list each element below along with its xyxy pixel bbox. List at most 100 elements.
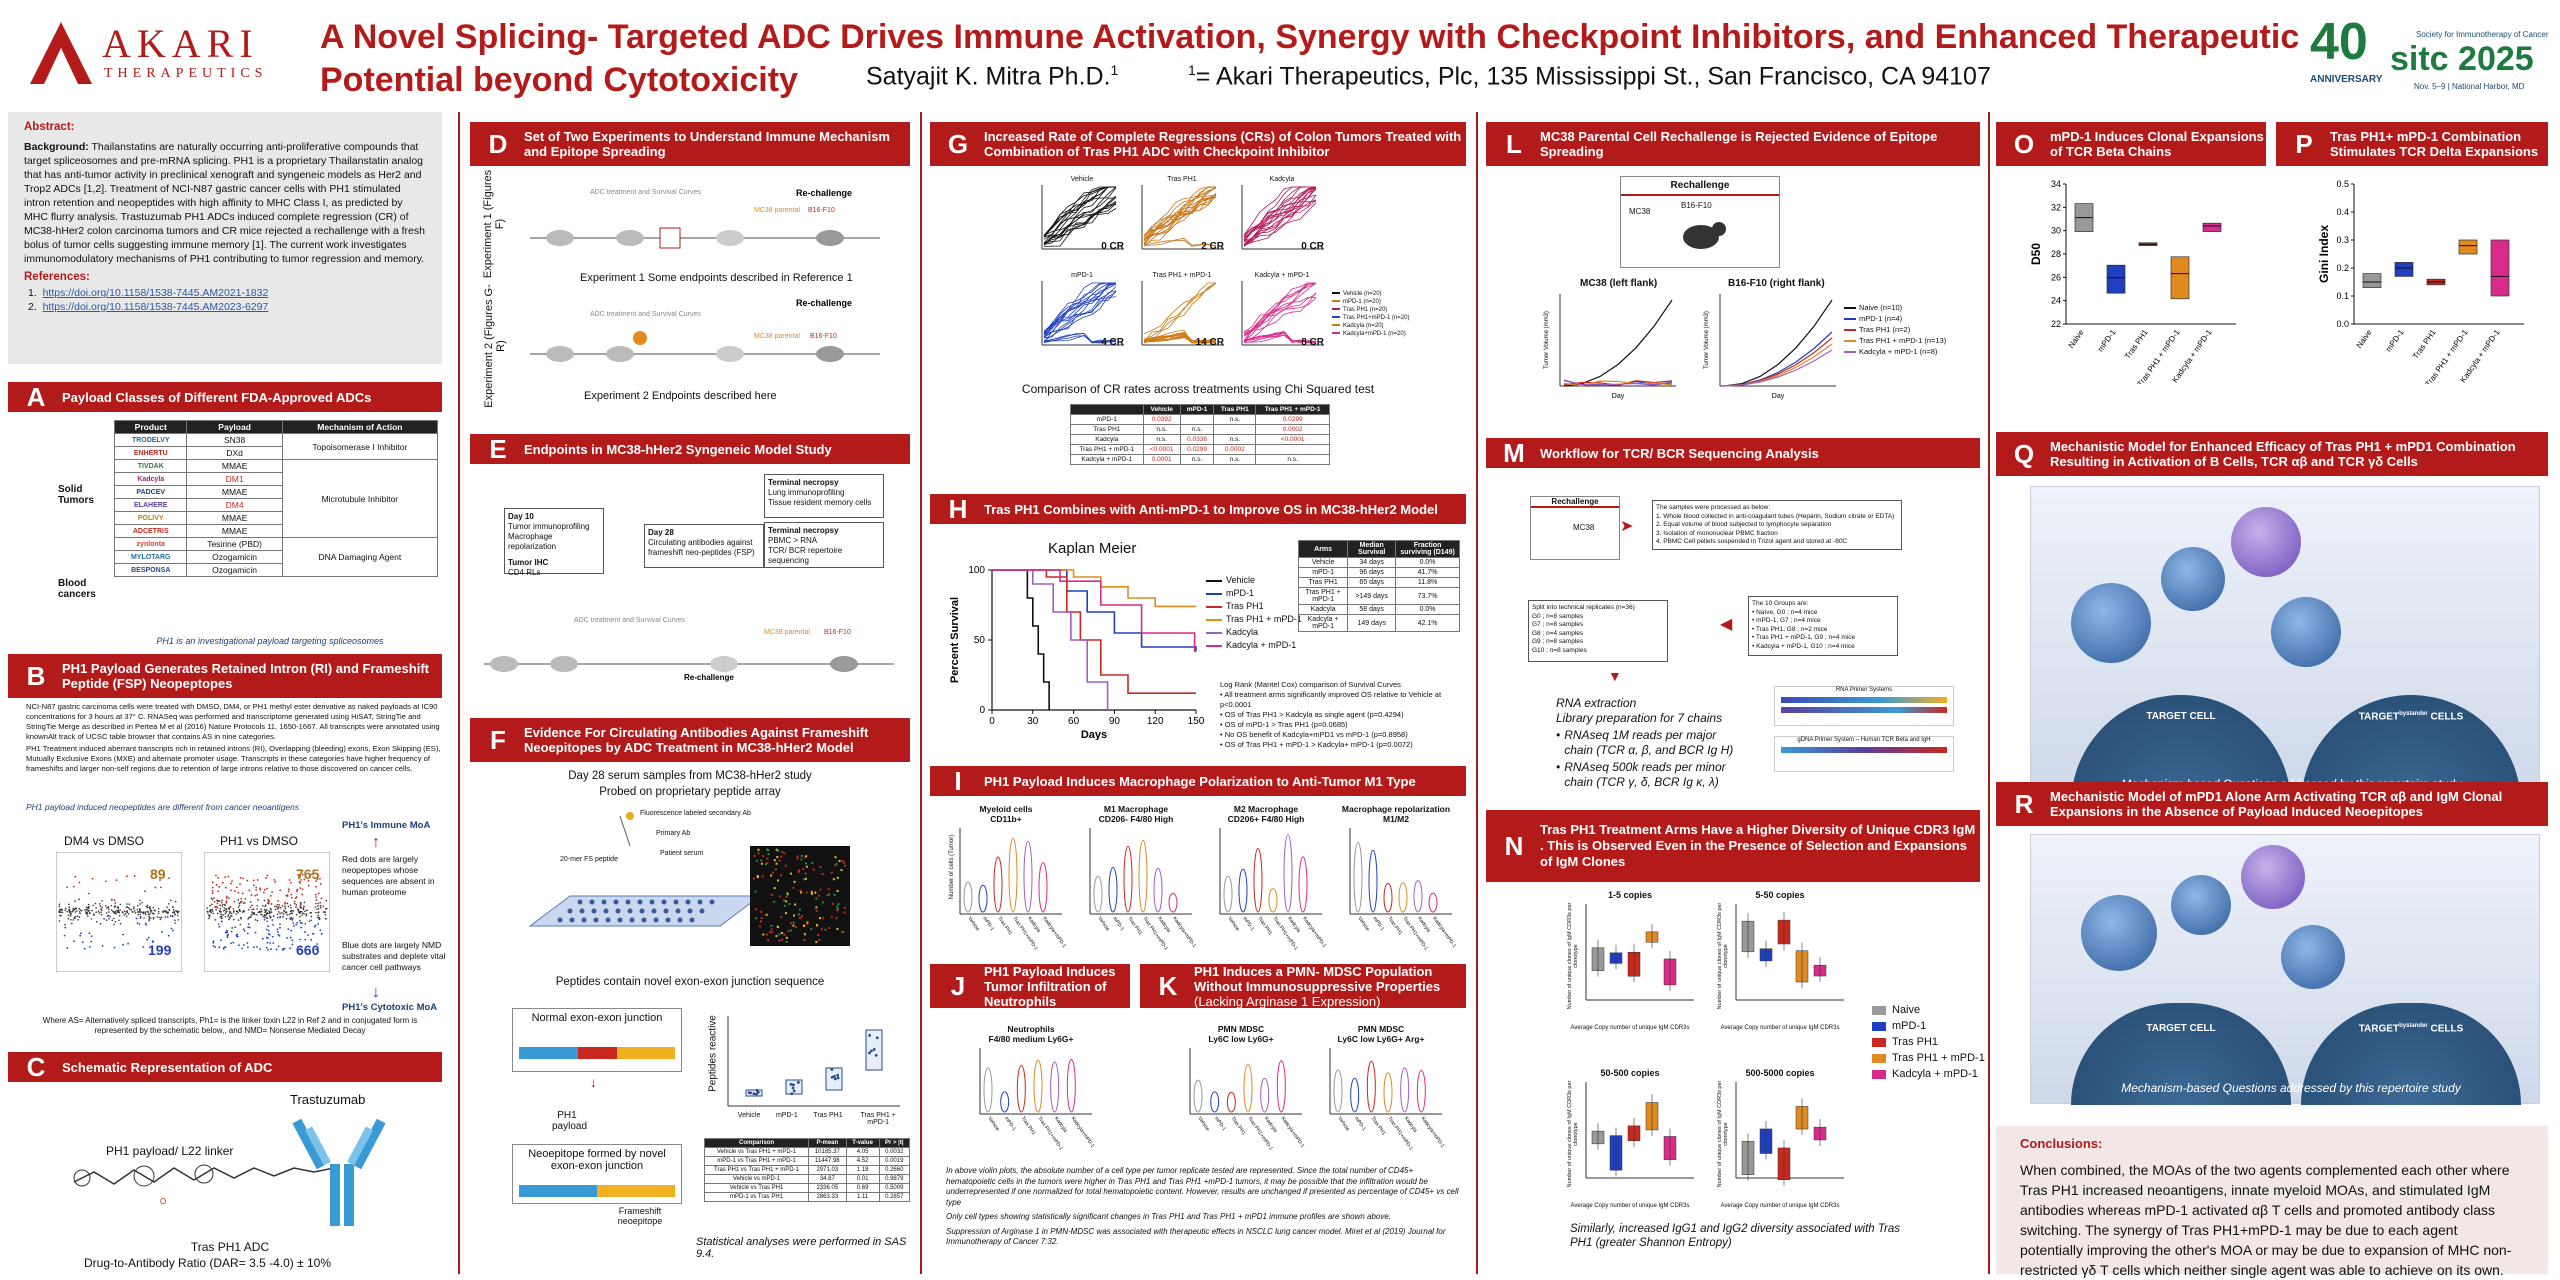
logo-subtext: THERAPEUTICS xyxy=(104,66,268,81)
sitc-society: Society for Immunotherapy of Cancer xyxy=(2416,30,2549,39)
svg-text:Tras PH1: Tras PH1 xyxy=(1370,1116,1387,1137)
km-ytick: 0 xyxy=(979,705,985,716)
g-legend: Vehicle (n=20) mPD-1 (n=20) Tras PH1 (n=20… xyxy=(1332,290,1409,338)
violin-title: Myeloid cells CD11b+ xyxy=(979,804,1033,824)
payload-label: PH1 payload xyxy=(552,1110,588,1132)
dc-cell-icon xyxy=(2231,507,2301,577)
panel-g-caption: Comparison of CR rates across treatments… xyxy=(1021,382,1375,396)
g-plot-title: Tras PH1 + mPD-1 xyxy=(1152,272,1212,279)
abstract-heading: Abstract: xyxy=(24,121,75,133)
svg-text:Vehicle: Vehicle xyxy=(966,916,980,933)
svg-text:Vehicle: Vehicle xyxy=(1336,1116,1350,1133)
rechallenge-diagram: Rechallenge MC38 B16-F10 xyxy=(1620,176,1780,268)
reference-1[interactable]: 1. https://doi.org/10.1158/1538-7445.AM2… xyxy=(28,287,269,299)
violin-plot: Macrophage repolarization M1/M2 Vehicle mPD… xyxy=(1336,804,1457,954)
panel-g-tumor-growth: Vehicle 0 CR Tras PH1 2 CR Kadcyla 0 CR mPD-1 4… xyxy=(1036,176,1436,368)
km-ytick: 50 xyxy=(974,635,986,646)
svg-text:Kadcyla: Kadcyla xyxy=(1156,916,1171,934)
n-ylabel: Number of unique clones of IgM CDR3s per… xyxy=(1717,1080,1729,1188)
conclusions-text: When combined, the MOAs of the two agent… xyxy=(2020,1162,2512,1278)
solid-tumors-label: Solid Tumors xyxy=(58,484,94,506)
km-legend-item: mPD-1 xyxy=(1206,587,1302,600)
sas-note: Statistical analyses were performed in S… xyxy=(696,1236,907,1260)
section-b-header: B PH1 Payload Generates Retained Intron (… xyxy=(8,654,442,698)
svg-text:Kadcyla: Kadcyla xyxy=(1263,1116,1278,1134)
km-survival-table: Arms Median Survival Fraction surviving (D… xyxy=(1297,540,1460,632)
g-cr-count: 8 CR xyxy=(1301,337,1324,348)
panel-f-caption-2: Probed on proprietary peptide array xyxy=(599,786,781,798)
svg-text:mPD-1: mPD-1 xyxy=(1241,916,1255,932)
adc-schematic: O xyxy=(73,1118,386,1226)
dm4-up-count: 89 xyxy=(150,866,166,882)
n-ylabel: Number of unique clones of IgM CDR3s per… xyxy=(1567,902,1579,1010)
violin-title: M1 Macrophage CD206- F4/80 High xyxy=(1098,804,1174,824)
svg-text:Naive: Naive xyxy=(2067,328,2086,350)
reference-2[interactable]: 2. https://doi.org/10.1158/1538-7445.AM2… xyxy=(28,301,269,313)
m-groups: The 10 Groups are: • Naïve, G0 ; n=4 mic… xyxy=(1748,596,1898,656)
panel-b-footnote: Where AS= Alternatively spliced transcri… xyxy=(42,1016,418,1035)
secondary-ab-label: Fluorescence labeled secondary Ab xyxy=(640,810,751,817)
panel-a-note: PH1 is an investigational payload target… xyxy=(156,636,384,646)
m-arrow-icon-2: ◀ xyxy=(1720,616,1733,633)
km-ytick: 100 xyxy=(968,565,985,576)
r-dc-cell-icon xyxy=(2241,845,2305,909)
m-rechallenge-box: Rechallenge MC38 xyxy=(1530,496,1620,560)
svg-text:Tumor Volume (mm3): Tumor Volume (mm3) xyxy=(1544,311,1550,369)
svg-text:0.3: 0.3 xyxy=(2336,235,2349,245)
mouse-icon xyxy=(1683,222,1726,249)
endpoint-terminal-lung: Terminal necropsy Lung immunoprofiling Ti… xyxy=(764,474,884,518)
m-processing-steps: The samples were processed as below: 1. … xyxy=(1652,500,1902,550)
m-mc38-label: MC38 xyxy=(1573,523,1595,532)
svg-text:Vehicle: Vehicle xyxy=(1196,1116,1210,1133)
m-arrow-icon: ➤ xyxy=(1620,518,1634,535)
svg-text:Kadcyla+mPD-1: Kadcyla+mPD-1 xyxy=(1041,916,1066,949)
adc-name: Tras PH1 ADC xyxy=(190,1240,270,1254)
n-xlabel: Average Copy number of unique IgM CDR3s xyxy=(1570,1025,1690,1031)
n-legend-item: Kadcyla + mPD-1 xyxy=(1872,1068,1985,1080)
section-j-header: J PH1 Payload Induces Tumor Infiltration … xyxy=(930,964,1130,1009)
n-plot-title: 5-50 copies xyxy=(1755,890,1805,900)
ph1-up-count: 765 xyxy=(296,866,320,882)
peptide-reactivity-chart xyxy=(727,1016,900,1107)
down-arrow-icon: ↓ xyxy=(372,984,380,1001)
neo-junction-title: Neoepitope formed by novel exon-exon jun… xyxy=(528,1148,666,1172)
svg-text:mPD-1: mPD-1 xyxy=(1353,1116,1367,1132)
lplot2-title: B16-F10 (right flank) xyxy=(1728,278,1825,289)
svg-text:Kadcyla+mPD-1: Kadcyla+mPD-1 xyxy=(1171,916,1196,949)
panel-b-subhead: PH1 payload induced neopeptides are diff… xyxy=(26,802,300,812)
svg-text:Day: Day xyxy=(1772,393,1785,400)
svg-text:26: 26 xyxy=(2051,272,2061,282)
normal-junction-title: Normal exon-exon junction xyxy=(531,1012,663,1024)
l-legend-item: mPD-1 (n=4) xyxy=(1844,313,1946,324)
l-legend-item: Tras PH1 + mPD-1 (n=13) xyxy=(1844,335,1946,346)
n-boxplot: 500-5000 copies Average Copy number of un… xyxy=(1710,1068,1850,1228)
n-plot-title: 50-500 copies xyxy=(1600,1068,1660,1078)
violin-plot: PMN MDSC Ly6C low Ly6G+ Vehicle mPD-1 Tras P… xyxy=(1176,1024,1306,1154)
panel-jk-notes: In above violin plots, the absolute numb… xyxy=(946,1166,1459,1246)
km-note: • No OS benefit of Kadcyla+mPD1 vs mPD-1… xyxy=(1220,730,1408,739)
svg-text:ADC treatment and Survival Cur: ADC treatment and Survival Curves xyxy=(590,189,701,196)
violin-title: Neutrophils F4/80 medium Ly6G+ xyxy=(988,1024,1074,1044)
km-notes: Log Rank (Mantel Cox) comparison of Surv… xyxy=(1220,680,1466,750)
panel-f-stats-table: Comparison P-mean T-value Pr > |t| Vehicle v… xyxy=(704,1138,910,1202)
g-cr-count: 0 CR xyxy=(1301,241,1324,252)
g-legend-item: Vehicle (n=20) xyxy=(1332,290,1409,298)
svg-text:Day: Day xyxy=(1612,393,1625,400)
km-xtick: 30 xyxy=(1027,716,1039,727)
svg-text:Tras PH1: Tras PH1 xyxy=(1256,916,1273,937)
km-xtick: 90 xyxy=(1109,716,1121,727)
violin-title: Macrophage repolarization M1/M2 xyxy=(1341,804,1451,824)
n-ylabel: Number of unique clones of IgM CDR3s per… xyxy=(1717,902,1729,1010)
section-q-header: Q Mechanistic Model for Enhanced Efficacy… xyxy=(1996,432,2548,476)
svg-text:Kadcyla: Kadcyla xyxy=(1053,1116,1068,1134)
km-xlabel: Days xyxy=(1081,729,1107,740)
svg-text:B16-F10: B16-F10 xyxy=(824,629,851,636)
t-cell-icon xyxy=(2161,547,2225,611)
panel-n-charts: 1-5 copies Average Copy number of unique … xyxy=(1560,890,1860,1210)
n-ylabel: Number of unique clones of IgM CDR3s per… xyxy=(1567,1080,1579,1188)
n-boxplot: 1-5 copies Average Copy number of unique … xyxy=(1560,890,1700,1050)
